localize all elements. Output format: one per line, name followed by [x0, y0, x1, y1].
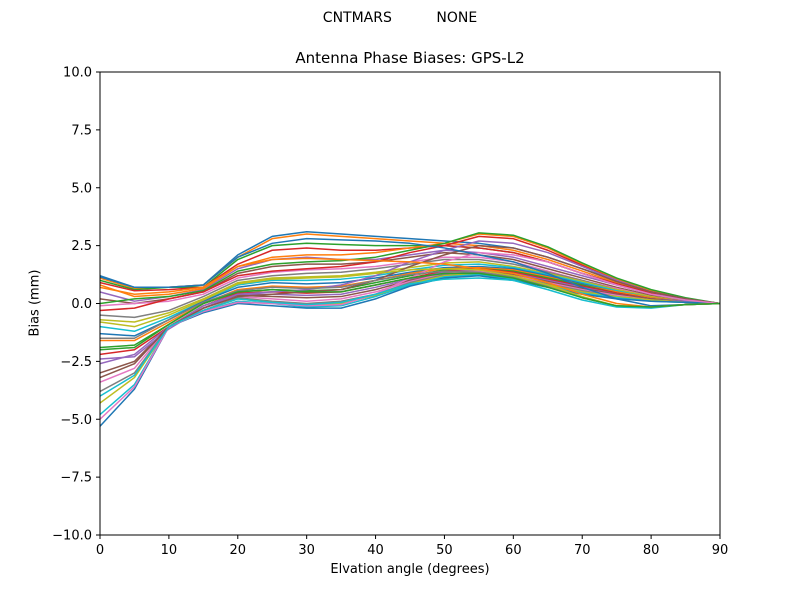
x-tick-label: 50: [436, 543, 453, 558]
x-axis-label: Elvation angle (degrees): [330, 562, 490, 577]
x-tick-label: 70: [574, 543, 591, 558]
series-line-26: [100, 244, 720, 379]
x-tick-label: 60: [505, 543, 522, 558]
x-tick-label: 0: [96, 543, 104, 558]
y-tick-label: 0.0: [71, 297, 92, 312]
suptitle-station: CNTMARS: [322, 10, 392, 26]
y-tick-label: 10.0: [63, 66, 92, 81]
series-line-22: [100, 233, 720, 305]
series-line-23: [100, 232, 720, 305]
series-line-31: [100, 237, 720, 307]
y-axis-label: Bias (mm): [27, 269, 43, 337]
y-axis-ticks: −10.0 −7.5 −5.0 −2.5 0.0 2.5 5.0 7.5 10.0: [52, 66, 100, 544]
y-tick-label: 7.5: [71, 123, 92, 138]
y-tick-label: −5.0: [60, 413, 92, 428]
chart-title: Antenna Phase Biases: GPS-L2: [295, 49, 525, 67]
y-tick-label: 5.0: [71, 181, 92, 196]
x-tick-label: 10: [161, 543, 178, 558]
x-axis-ticks: 0 10 20 30 40 50 60 70 80 90: [96, 535, 728, 558]
x-tick-label: 20: [230, 543, 247, 558]
series-lines: [100, 230, 720, 427]
y-tick-label: −2.5: [60, 355, 92, 370]
series-line-32: [100, 257, 720, 308]
series-line-30: [100, 277, 720, 397]
y-tick-label: −10.0: [52, 529, 92, 544]
y-tick-label: 2.5: [71, 239, 92, 254]
figure-suptitle: CNTMARS NONE: [0, 10, 800, 26]
suptitle-radome: NONE: [436, 10, 478, 26]
series-line-33: [100, 272, 720, 351]
x-tick-label: 90: [712, 543, 729, 558]
series-line-9: [100, 261, 720, 323]
x-tick-label: 40: [367, 543, 384, 558]
y-tick-label: −7.5: [60, 471, 92, 486]
x-tick-label: 30: [298, 543, 315, 558]
x-tick-label: 80: [643, 543, 660, 558]
